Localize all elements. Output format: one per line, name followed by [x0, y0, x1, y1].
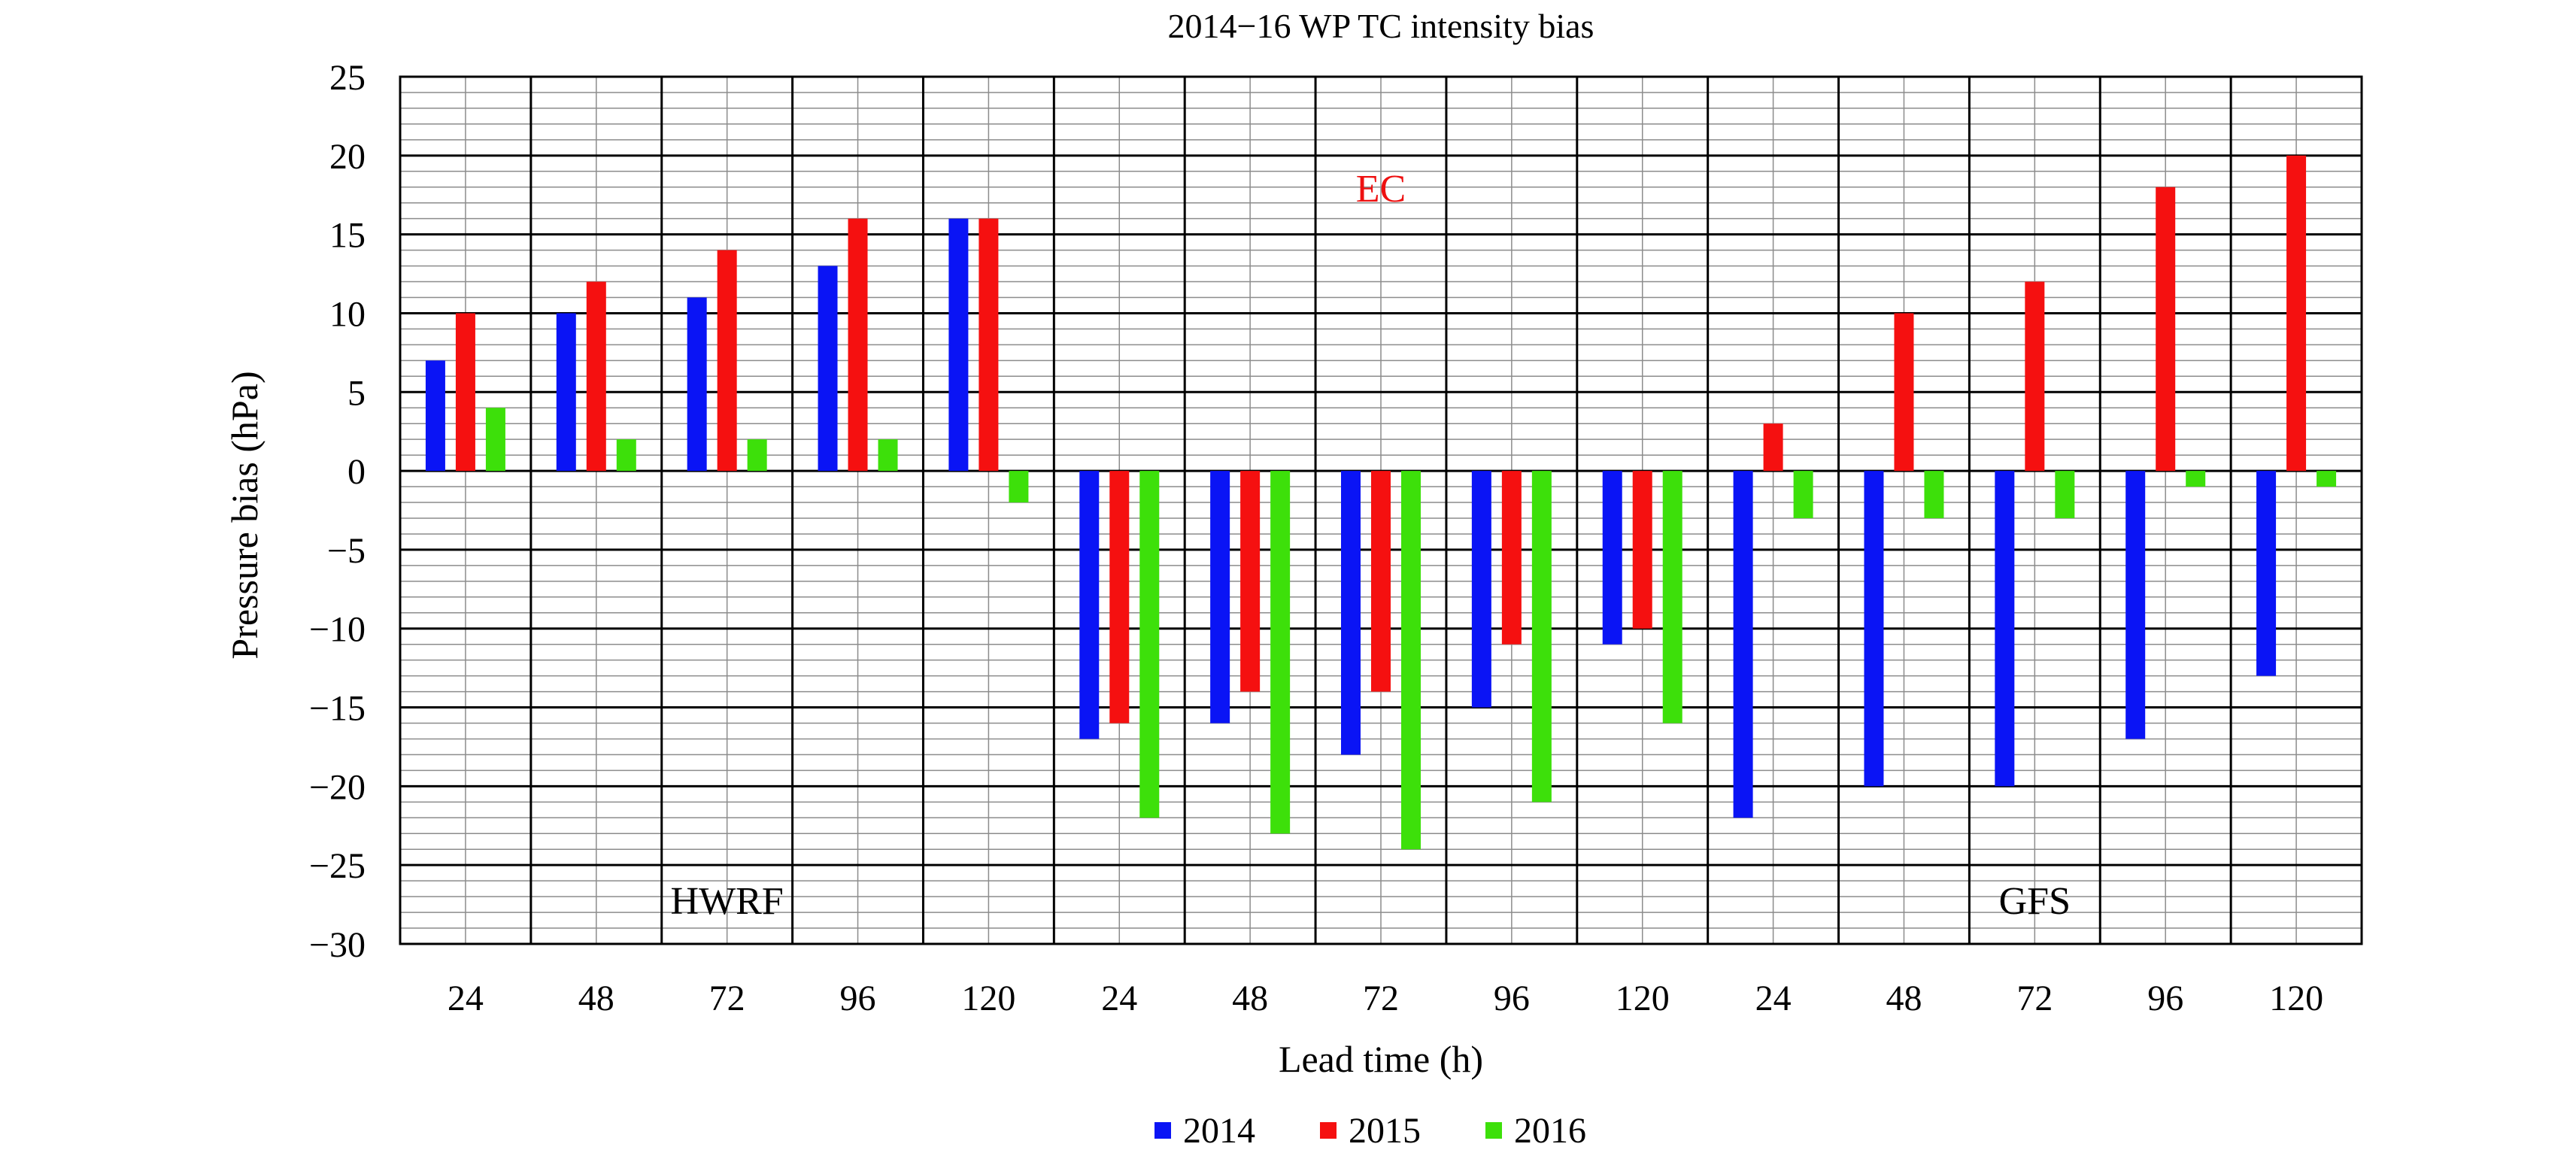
x-tick-label: 48 — [1886, 979, 1922, 1018]
bar-2014 — [1602, 471, 1622, 645]
legend-label: 2015 — [1349, 1111, 1421, 1151]
bar-2015 — [1371, 471, 1391, 692]
x-tick-label: 48 — [578, 979, 614, 1018]
y-tick-label: −5 — [327, 531, 366, 571]
x-tick-label: 96 — [840, 979, 876, 1018]
y-tick-label: 5 — [347, 373, 366, 413]
bar-2014 — [1079, 471, 1100, 739]
x-tick-label: 120 — [1616, 979, 1670, 1018]
y-tick-label: 15 — [329, 216, 366, 256]
bar-2015 — [1501, 471, 1522, 645]
legend-label: 2014 — [1183, 1111, 1255, 1151]
bar-2016 — [1401, 471, 1421, 850]
bar-2016 — [1139, 471, 1160, 818]
bar-2015 — [2025, 281, 2045, 472]
group-label: HWRF — [671, 880, 784, 923]
legend: 2014 2015 2016 — [1154, 1111, 1586, 1151]
bar-2016 — [1924, 471, 1944, 518]
x-tick-label: 48 — [1232, 979, 1268, 1018]
legend-swatch-2015 — [1320, 1122, 1337, 1139]
y-tick-label: −20 — [309, 767, 366, 807]
bar-2016 — [2055, 471, 2075, 518]
x-tick-label: 120 — [2269, 979, 2323, 1018]
bar-2016 — [2186, 471, 2206, 487]
bar-2014 — [1995, 471, 2015, 787]
legend-label: 2016 — [1514, 1111, 1586, 1151]
bar-2016 — [747, 439, 767, 472]
bar-2016 — [1793, 471, 1813, 518]
bar-2015 — [586, 281, 606, 472]
y-tick-label: 0 — [347, 452, 366, 492]
bar-2015 — [848, 218, 868, 472]
x-tick-label: 72 — [2016, 979, 2053, 1018]
y-axis-label: Pressure bias (hPa) — [223, 371, 265, 659]
y-tick-labels: 25 20 15 10 5 0 −5 −10 −15 −20 −25 −30 — [309, 58, 366, 965]
y-tick-label: 20 — [329, 137, 366, 177]
x-tick-label: 24 — [1755, 979, 1792, 1018]
bar-2014 — [1210, 471, 1230, 724]
bar-2015 — [1894, 313, 1914, 472]
bar-2014 — [425, 360, 445, 472]
bar-2014 — [948, 218, 969, 472]
x-tick-label: 24 — [448, 979, 484, 1018]
x-axis-label: Lead time (h) — [1279, 1038, 1483, 1080]
bar-2016 — [616, 439, 636, 472]
bar-2014 — [556, 313, 576, 472]
group-label: EC — [1356, 168, 1406, 211]
bar-2015 — [1632, 471, 1652, 629]
bar-2015 — [1240, 471, 1261, 692]
x-tick-label: 24 — [1101, 979, 1137, 1018]
bar-2015 — [455, 313, 475, 472]
bar-2015 — [1763, 423, 1783, 472]
bar-2015 — [2156, 187, 2176, 472]
bars — [425, 155, 2337, 850]
bar-2014 — [1341, 471, 1361, 755]
legend-swatch-2014 — [1154, 1122, 1171, 1139]
bar-2015 — [979, 218, 999, 472]
y-tick-label: 25 — [329, 58, 366, 98]
bar-2014 — [1733, 471, 1753, 818]
bar-2014 — [2256, 471, 2277, 676]
bar-2016 — [1531, 471, 1552, 803]
x-tick-label: 72 — [1363, 979, 1399, 1018]
bar-2016 — [878, 439, 898, 472]
bar-2016 — [1662, 471, 1682, 724]
x-tick-label: 120 — [961, 979, 1015, 1018]
x-tick-labels: 24 48 72 96 120 24 48 72 96 120 24 48 72 96 120 — [448, 979, 2323, 1018]
group-labels: HWRF EC GFS — [671, 168, 2071, 923]
bar-2016 — [1009, 471, 1029, 503]
bar-2014 — [2125, 471, 2146, 739]
bar-2016 — [485, 408, 505, 472]
bar-2016 — [1270, 471, 1291, 834]
group-label: GFS — [1999, 880, 2071, 923]
bar-2015 — [2286, 155, 2307, 472]
y-tick-label: −30 — [309, 925, 366, 965]
bar-2014 — [1471, 471, 1491, 708]
plot-frame — [399, 75, 2363, 945]
bar-2014 — [818, 265, 838, 472]
legend-swatch-2016 — [1485, 1122, 1502, 1139]
bar-2014 — [687, 297, 707, 472]
chart-title: 2014−16 WP TC intensity bias — [1168, 7, 1594, 45]
x-tick-label: 72 — [709, 979, 745, 1018]
y-tick-label: −10 — [309, 610, 366, 650]
y-tick-label: 10 — [329, 294, 366, 334]
y-tick-label: −15 — [309, 689, 366, 729]
y-tick-label: −25 — [309, 846, 366, 886]
bar-2015 — [1109, 471, 1130, 724]
x-tick-label: 96 — [2147, 979, 2183, 1018]
x-tick-label: 96 — [1494, 979, 1530, 1018]
bar-2016 — [2317, 471, 2337, 487]
bar-2014 — [1864, 471, 1884, 787]
bar-2015 — [717, 250, 737, 472]
